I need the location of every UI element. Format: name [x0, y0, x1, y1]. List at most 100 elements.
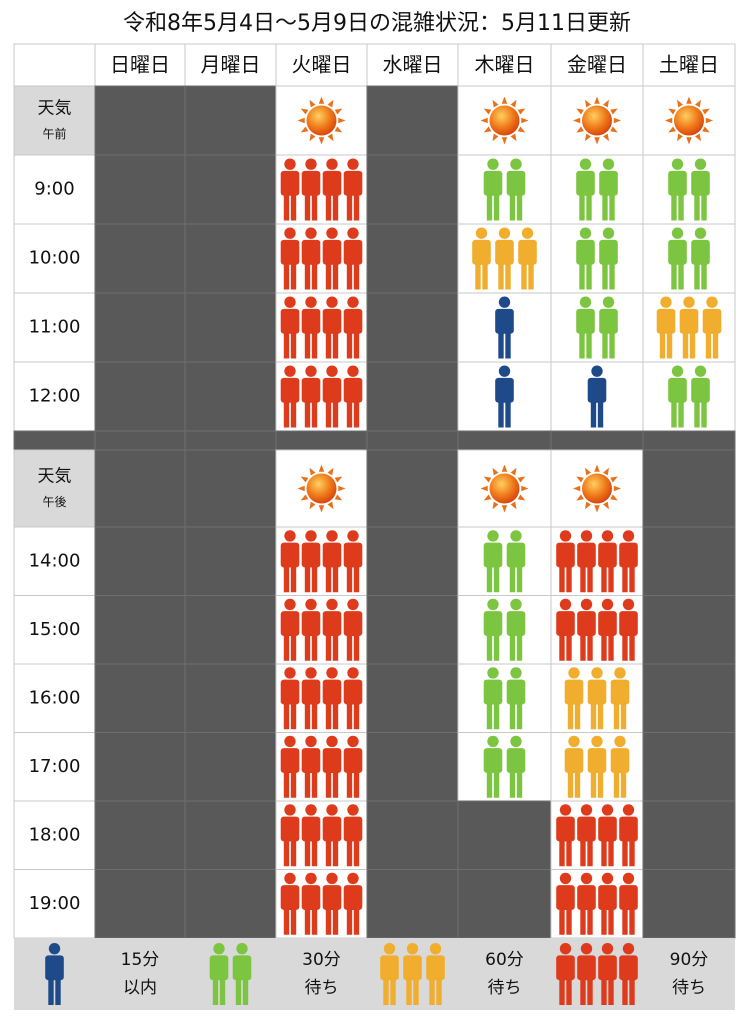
- person-leg: [290, 839, 297, 867]
- sun-ray: [480, 485, 488, 492]
- person-body: [280, 679, 300, 705]
- person-leg: [283, 331, 290, 359]
- person-body: [301, 885, 321, 910]
- person-leg: [580, 633, 586, 661]
- person-leg: [671, 262, 677, 290]
- sun-ray: [510, 467, 517, 476]
- person-head: [284, 872, 296, 885]
- people-icon: [280, 296, 363, 359]
- person-head: [284, 598, 296, 611]
- person-leg: [325, 331, 332, 359]
- person-head: [580, 804, 593, 816]
- person-body: [343, 239, 363, 265]
- title: 令和8年5月4日〜5月9日の混雑状況：5月11日更新: [123, 11, 631, 36]
- person-leg: [620, 770, 627, 798]
- person-body: [280, 885, 300, 910]
- person-leg: [353, 193, 360, 221]
- sun-ray: [517, 126, 526, 133]
- person-body: [426, 955, 445, 981]
- period-label: 午後: [42, 495, 66, 509]
- person-body: [599, 308, 618, 334]
- person-leg: [505, 262, 511, 290]
- time-cell: [13, 869, 96, 939]
- person-body: [343, 748, 363, 773]
- people-icon: [280, 872, 363, 935]
- sun-ray: [576, 494, 584, 501]
- people-icon: [280, 365, 363, 428]
- person-leg: [601, 907, 607, 935]
- person-leg: [701, 400, 707, 428]
- sun-ray: [297, 485, 305, 492]
- people-icon: [280, 227, 363, 290]
- person-body: [619, 885, 638, 910]
- person-body: [598, 542, 617, 568]
- sun-ray: [594, 505, 600, 513]
- person-leg: [559, 565, 565, 593]
- person-leg: [559, 978, 565, 1005]
- time-label: 10:00: [29, 248, 81, 269]
- person-body: [301, 748, 321, 773]
- cell: [457, 154, 552, 225]
- person-leg: [579, 193, 585, 221]
- time-label: 18:00: [29, 824, 81, 845]
- person-body: [691, 239, 710, 265]
- person-head: [347, 158, 359, 170]
- time-label: 9:00: [34, 179, 74, 200]
- person-leg: [290, 702, 297, 730]
- person-body: [619, 955, 638, 981]
- weather-label-cell: [13, 449, 96, 528]
- people-icon: [656, 296, 722, 359]
- person-leg: [325, 262, 332, 290]
- person-leg: [622, 633, 628, 661]
- sun-ray: [702, 126, 710, 133]
- person-body: [45, 955, 64, 981]
- person-body: [343, 377, 363, 403]
- person-body: [322, 679, 342, 705]
- time-label: 15:00: [29, 619, 81, 640]
- person-head: [284, 667, 296, 679]
- person-head: [305, 365, 317, 377]
- people-icon: [668, 158, 710, 221]
- person-body: [301, 170, 321, 196]
- person-body: [301, 377, 321, 403]
- sun-ray: [492, 501, 499, 510]
- person-body: [209, 955, 229, 981]
- person-leg: [346, 633, 353, 661]
- person-body: [587, 377, 607, 403]
- person-body: [564, 679, 584, 705]
- sun-ray: [585, 99, 591, 108]
- person-body: [679, 308, 699, 334]
- person-head: [305, 296, 317, 308]
- person-leg: [311, 907, 318, 935]
- person-leg: [332, 633, 339, 661]
- person-body: [403, 955, 422, 981]
- person-leg: [574, 702, 581, 730]
- sun-ray: [510, 99, 517, 108]
- person-leg: [608, 565, 614, 593]
- sun-ray: [695, 99, 701, 108]
- sun-ray: [510, 133, 517, 142]
- person-body: [472, 239, 491, 265]
- day-label: 土曜日: [659, 53, 719, 77]
- sun-ray: [338, 485, 346, 492]
- person-leg: [609, 262, 615, 290]
- person-leg: [325, 193, 332, 221]
- person-leg: [406, 978, 412, 1005]
- person-leg: [290, 565, 297, 593]
- legend-text: 待ち: [305, 978, 339, 998]
- person-leg: [290, 770, 297, 798]
- sun-ray: [318, 464, 325, 472]
- cell: [94, 663, 186, 733]
- person-head: [284, 804, 296, 816]
- person-head: [601, 804, 614, 816]
- person-head: [326, 158, 338, 170]
- sun-ray: [517, 108, 526, 115]
- person-head: [498, 296, 511, 308]
- person-body: [577, 955, 596, 981]
- person-leg: [486, 633, 493, 661]
- person-leg: [613, 770, 620, 798]
- person-head: [706, 296, 718, 308]
- sun-ray: [300, 108, 309, 115]
- sun-ray: [327, 501, 334, 510]
- person-leg: [304, 193, 311, 221]
